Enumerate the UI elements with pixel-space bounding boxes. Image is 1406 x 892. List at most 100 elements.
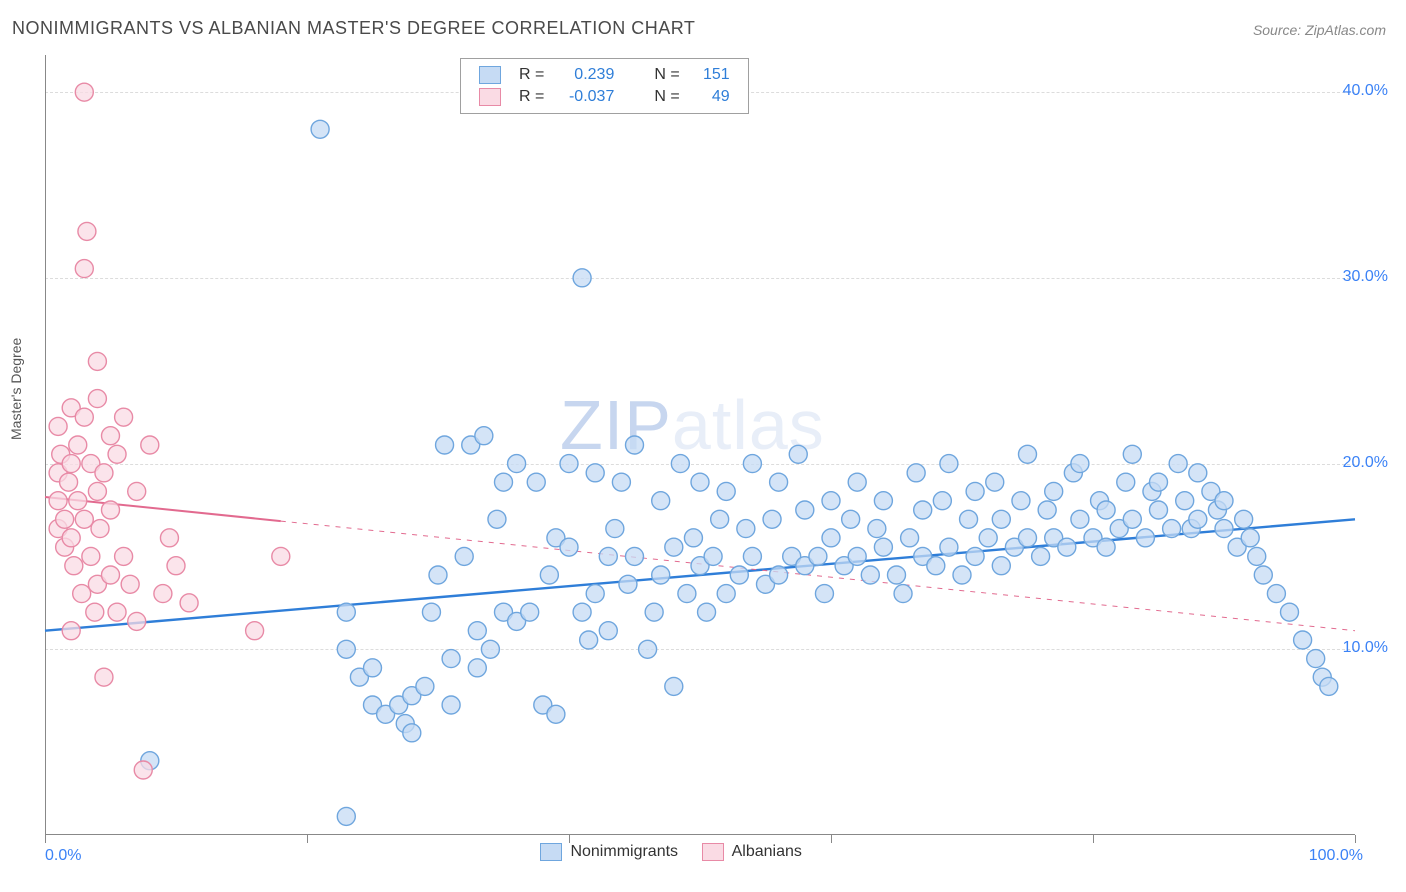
data-point (626, 436, 644, 454)
legend-series-label: Nonimmigrants (570, 843, 678, 860)
data-point (540, 566, 558, 584)
data-point (1267, 585, 1285, 603)
data-point (91, 520, 109, 538)
data-point (75, 408, 93, 426)
data-point (573, 269, 591, 287)
data-point (62, 455, 80, 473)
data-point (789, 445, 807, 463)
data-point (822, 529, 840, 547)
data-point (481, 640, 499, 658)
data-point (992, 557, 1010, 575)
data-point (927, 557, 945, 575)
x-tick (831, 835, 832, 843)
data-point (65, 557, 83, 575)
data-point (1307, 650, 1325, 668)
data-point (337, 807, 355, 825)
data-point (606, 520, 624, 538)
data-point (1097, 538, 1115, 556)
data-point (894, 585, 912, 603)
data-point (888, 566, 906, 584)
data-point (455, 547, 473, 565)
data-point (246, 622, 264, 640)
legend-n-label: N = (648, 87, 685, 107)
data-point (901, 529, 919, 547)
x-tick (307, 835, 308, 843)
x-tick (45, 835, 46, 843)
data-point (1019, 445, 1037, 463)
x-tick (1355, 835, 1356, 843)
legend-swatch (540, 843, 562, 861)
legend-r-value: 0.239 (552, 65, 620, 85)
data-point (134, 761, 152, 779)
data-point (704, 547, 722, 565)
data-point (868, 520, 886, 538)
data-point (1032, 547, 1050, 565)
data-point (599, 622, 617, 640)
data-point (1189, 510, 1207, 528)
data-point (960, 510, 978, 528)
data-point (1071, 455, 1089, 473)
data-point (69, 436, 87, 454)
data-point (1215, 520, 1233, 538)
y-axis-label: Master's Degree (8, 338, 24, 440)
data-point (468, 659, 486, 677)
data-point (1169, 455, 1187, 473)
data-point (62, 529, 80, 547)
data-point (665, 538, 683, 556)
data-point (88, 390, 106, 408)
data-point (652, 492, 670, 510)
data-point (1019, 529, 1037, 547)
data-point (311, 120, 329, 138)
data-point (580, 631, 598, 649)
source-citation: Source: ZipAtlas.com (1253, 22, 1386, 38)
data-point (521, 603, 539, 621)
data-point (1294, 631, 1312, 649)
data-point (678, 585, 696, 603)
chart-svg (45, 55, 1355, 835)
data-point (488, 510, 506, 528)
data-point (337, 640, 355, 658)
data-point (1045, 482, 1063, 500)
data-point (933, 492, 951, 510)
data-point (69, 492, 87, 510)
data-point (56, 510, 74, 528)
data-point (652, 566, 670, 584)
data-point (475, 427, 493, 445)
x-tick-label: 100.0% (1309, 847, 1363, 865)
legend-r-label: R = (513, 87, 550, 107)
data-point (684, 529, 702, 547)
legend-swatch (479, 88, 501, 106)
data-point (809, 547, 827, 565)
data-point (612, 473, 630, 491)
data-point (560, 455, 578, 473)
data-point (160, 529, 178, 547)
data-point (1189, 464, 1207, 482)
legend-series-label: Albanians (732, 843, 802, 860)
data-point (986, 473, 1004, 491)
legend-swatch (479, 66, 501, 84)
legend-r-value: -0.037 (552, 87, 620, 107)
chart-title: NONIMMIGRANTS VS ALBANIAN MASTER'S DEGRE… (12, 18, 695, 39)
data-point (1150, 473, 1168, 491)
data-point (822, 492, 840, 510)
data-point (737, 520, 755, 538)
data-point (1123, 510, 1141, 528)
data-point (940, 455, 958, 473)
data-point (115, 547, 133, 565)
data-point (560, 538, 578, 556)
data-point (671, 455, 689, 473)
data-point (49, 417, 67, 435)
data-point (88, 352, 106, 370)
data-point (102, 566, 120, 584)
data-point (422, 603, 440, 621)
data-point (73, 585, 91, 603)
data-point (619, 575, 637, 593)
data-point (60, 473, 78, 491)
data-point (599, 547, 617, 565)
data-point (508, 455, 526, 473)
data-point (62, 622, 80, 640)
data-point (698, 603, 716, 621)
data-point (167, 557, 185, 575)
correlation-legend: R =0.239N =151R =-0.037N =49 (460, 58, 749, 114)
data-point (717, 482, 735, 500)
